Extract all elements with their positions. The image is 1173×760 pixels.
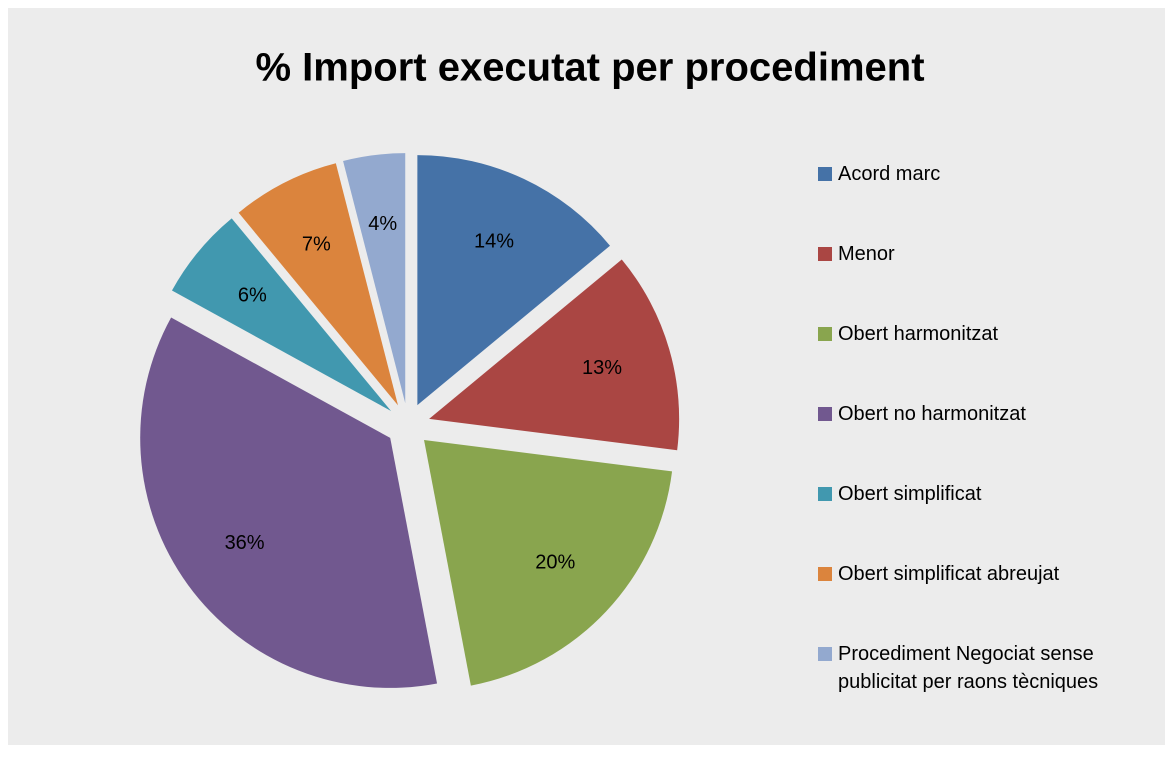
legend-label: Obert simplificat	[838, 483, 982, 505]
legend-label: Obert harmonitzat	[838, 323, 999, 345]
data-label: 4%	[368, 213, 397, 235]
legend-item: Obert harmonitzat	[818, 320, 1158, 400]
legend-label: Procediment Negociat sense publicitat pe…	[838, 643, 1099, 693]
pie-slice	[417, 155, 610, 406]
legend-item: Menor	[818, 240, 1158, 320]
pie-slice	[171, 218, 392, 411]
data-label: 14%	[474, 231, 514, 253]
legend: Acord marc Menor Obert harmonitzat Obert no…	[818, 160, 1158, 720]
pie-slice	[238, 163, 399, 406]
legend-swatch	[818, 407, 832, 421]
legend-item: Obert simplificat abreujat	[818, 560, 1158, 640]
legend-label: Obert no harmonitzat	[838, 403, 1026, 425]
legend-label: Acord marc	[838, 163, 941, 185]
legend-swatch	[818, 327, 832, 341]
legend-swatch	[818, 167, 832, 181]
legend-item: Obert simplificat	[818, 480, 1158, 560]
data-label: 36%	[225, 532, 265, 554]
legend-item: Procediment Negociat sense publicitat pe…	[818, 640, 1158, 720]
legend-swatch	[818, 647, 832, 661]
legend-swatch	[818, 247, 832, 261]
legend-swatch	[818, 567, 832, 581]
legend-label: Obert simplificat abreujat	[838, 563, 1060, 585]
data-label: 13%	[582, 357, 622, 379]
data-label: 7%	[302, 233, 331, 255]
pie-slice	[424, 440, 673, 686]
legend-item: Acord marc	[818, 160, 1158, 240]
data-label: 20%	[535, 552, 575, 574]
legend-item: Obert no harmonitzat	[818, 400, 1158, 480]
legend-label: Menor	[838, 243, 895, 265]
chart-title: % Import executat per procediment	[255, 46, 924, 90]
pie-slice	[429, 259, 680, 451]
pie-slice	[140, 317, 438, 688]
data-label: 6%	[238, 285, 267, 307]
legend-swatch	[818, 487, 832, 501]
pie-slice	[343, 153, 406, 404]
